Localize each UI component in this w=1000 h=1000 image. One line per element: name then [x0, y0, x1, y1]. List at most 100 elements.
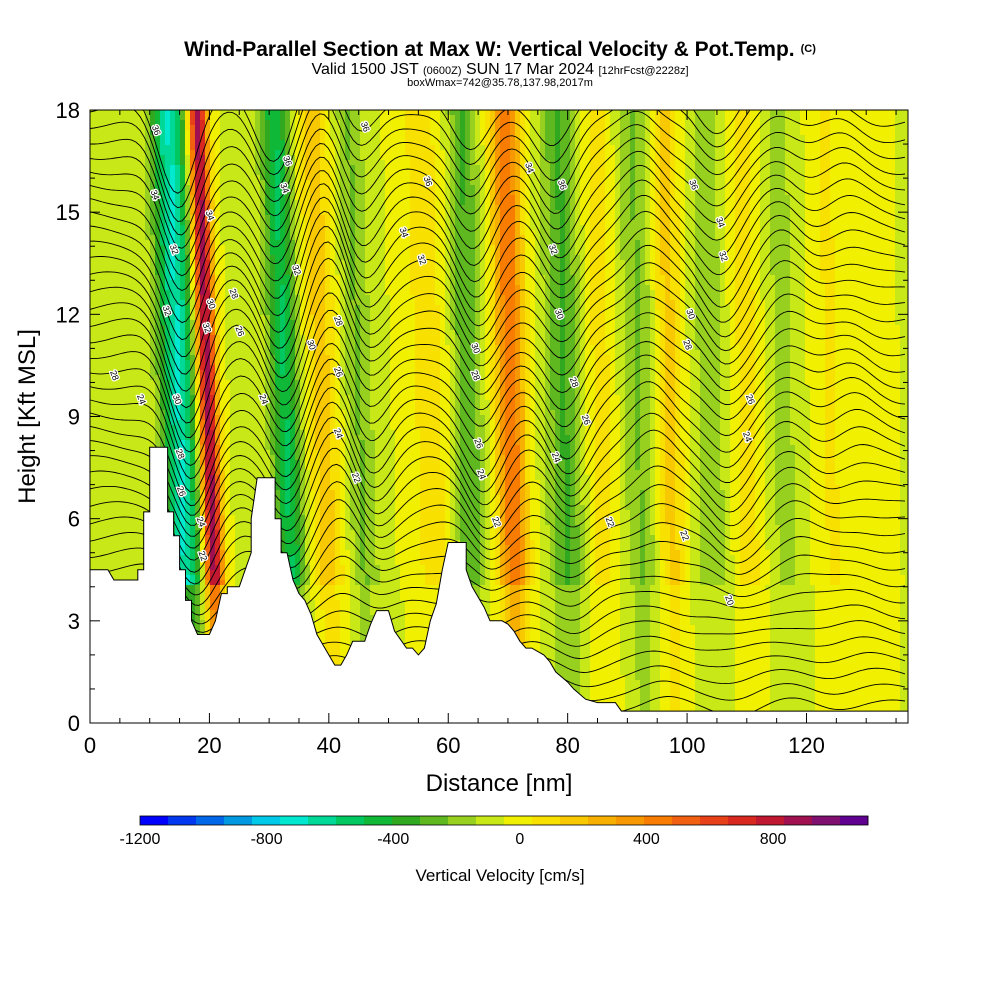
velocity-cell [450, 130, 456, 136]
velocity-cell [370, 130, 376, 136]
velocity-cell [860, 225, 866, 231]
velocity-cell [170, 125, 176, 131]
velocity-cell [330, 155, 336, 161]
velocity-cell [545, 180, 551, 186]
velocity-cell [490, 125, 496, 131]
velocity-cell [370, 240, 376, 246]
velocity-cell [230, 155, 236, 161]
velocity-cell [870, 240, 876, 246]
velocity-cell [435, 155, 441, 161]
velocity-cell [205, 170, 211, 176]
velocity-cell [120, 170, 126, 176]
velocity-cell [115, 150, 121, 156]
velocity-cell [780, 245, 786, 251]
velocity-cell [880, 120, 886, 126]
velocity-cell [220, 235, 226, 241]
velocity-cell [530, 110, 536, 116]
velocity-cell [430, 220, 436, 226]
velocity-cell [795, 245, 801, 251]
velocity-cell [500, 185, 506, 191]
velocity-cell [720, 190, 726, 196]
velocity-cell [585, 140, 591, 146]
velocity-cell [610, 245, 616, 251]
velocity-cell [500, 140, 506, 146]
velocity-cell [655, 135, 661, 141]
velocity-cell [775, 220, 781, 226]
velocity-cell [770, 195, 776, 201]
velocity-cell [755, 160, 761, 166]
velocity-cell [735, 170, 741, 176]
velocity-cell [585, 120, 591, 126]
velocity-cell [185, 250, 191, 256]
velocity-cell [310, 145, 316, 151]
velocity-cell [170, 165, 176, 171]
velocity-cell [235, 175, 241, 181]
velocity-cell [520, 170, 526, 176]
velocity-cell [550, 135, 556, 141]
velocity-cell [785, 150, 791, 156]
velocity-cell [860, 135, 866, 141]
velocity-cell [795, 145, 801, 151]
velocity-cell [320, 200, 326, 206]
velocity-cell [120, 195, 126, 201]
velocity-cell [465, 200, 471, 206]
velocity-cell [380, 160, 386, 166]
velocity-cell [130, 120, 136, 126]
velocity-cell [265, 200, 271, 206]
velocity-cell [795, 165, 801, 171]
velocity-cell [265, 245, 271, 251]
velocity-cell [360, 250, 366, 256]
velocity-cell [530, 185, 536, 191]
velocity-cell [555, 145, 561, 151]
velocity-cell [120, 160, 126, 166]
velocity-cell [515, 230, 521, 236]
velocity-cell [330, 145, 336, 151]
velocity-cell [265, 175, 271, 181]
velocity-cell [415, 205, 421, 211]
velocity-cell [735, 165, 741, 171]
velocity-cell [250, 175, 256, 181]
velocity-cell [285, 155, 291, 161]
velocity-cell [305, 195, 311, 201]
velocity-cell [145, 240, 151, 246]
velocity-cell [375, 185, 381, 191]
velocity-cell [860, 255, 866, 261]
velocity-cell [625, 255, 631, 261]
velocity-cell [145, 190, 151, 196]
velocity-cell [95, 235, 101, 241]
velocity-cell [840, 110, 846, 116]
velocity-cell [325, 130, 331, 136]
velocity-cell [395, 120, 401, 126]
velocity-cell [100, 140, 106, 146]
velocity-cell [305, 165, 311, 171]
velocity-cell [760, 250, 766, 256]
velocity-cell [765, 170, 771, 176]
velocity-cell [400, 170, 406, 176]
velocity-cell [160, 135, 166, 141]
velocity-cell [525, 230, 531, 236]
velocity-cell [175, 135, 181, 141]
velocity-cell [285, 190, 291, 196]
velocity-cell [590, 120, 596, 126]
velocity-cell [765, 145, 771, 151]
velocity-cell [315, 175, 321, 181]
velocity-cell [870, 175, 876, 181]
velocity-cell [695, 125, 701, 131]
velocity-cell [555, 185, 561, 191]
velocity-cell [835, 190, 841, 196]
velocity-cell [120, 240, 126, 246]
velocity-cell [275, 225, 281, 231]
velocity-cell [330, 120, 336, 126]
velocity-cell [780, 145, 786, 151]
velocity-cell [905, 110, 908, 116]
velocity-cell [545, 125, 551, 131]
velocity-cell [810, 245, 816, 251]
velocity-cell [635, 190, 641, 196]
velocity-cell [140, 120, 146, 126]
velocity-cell [325, 140, 331, 146]
velocity-cell [560, 250, 566, 256]
velocity-cell [365, 195, 371, 201]
velocity-cell [480, 140, 486, 146]
velocity-cell [470, 170, 476, 176]
velocity-cell [830, 180, 836, 186]
